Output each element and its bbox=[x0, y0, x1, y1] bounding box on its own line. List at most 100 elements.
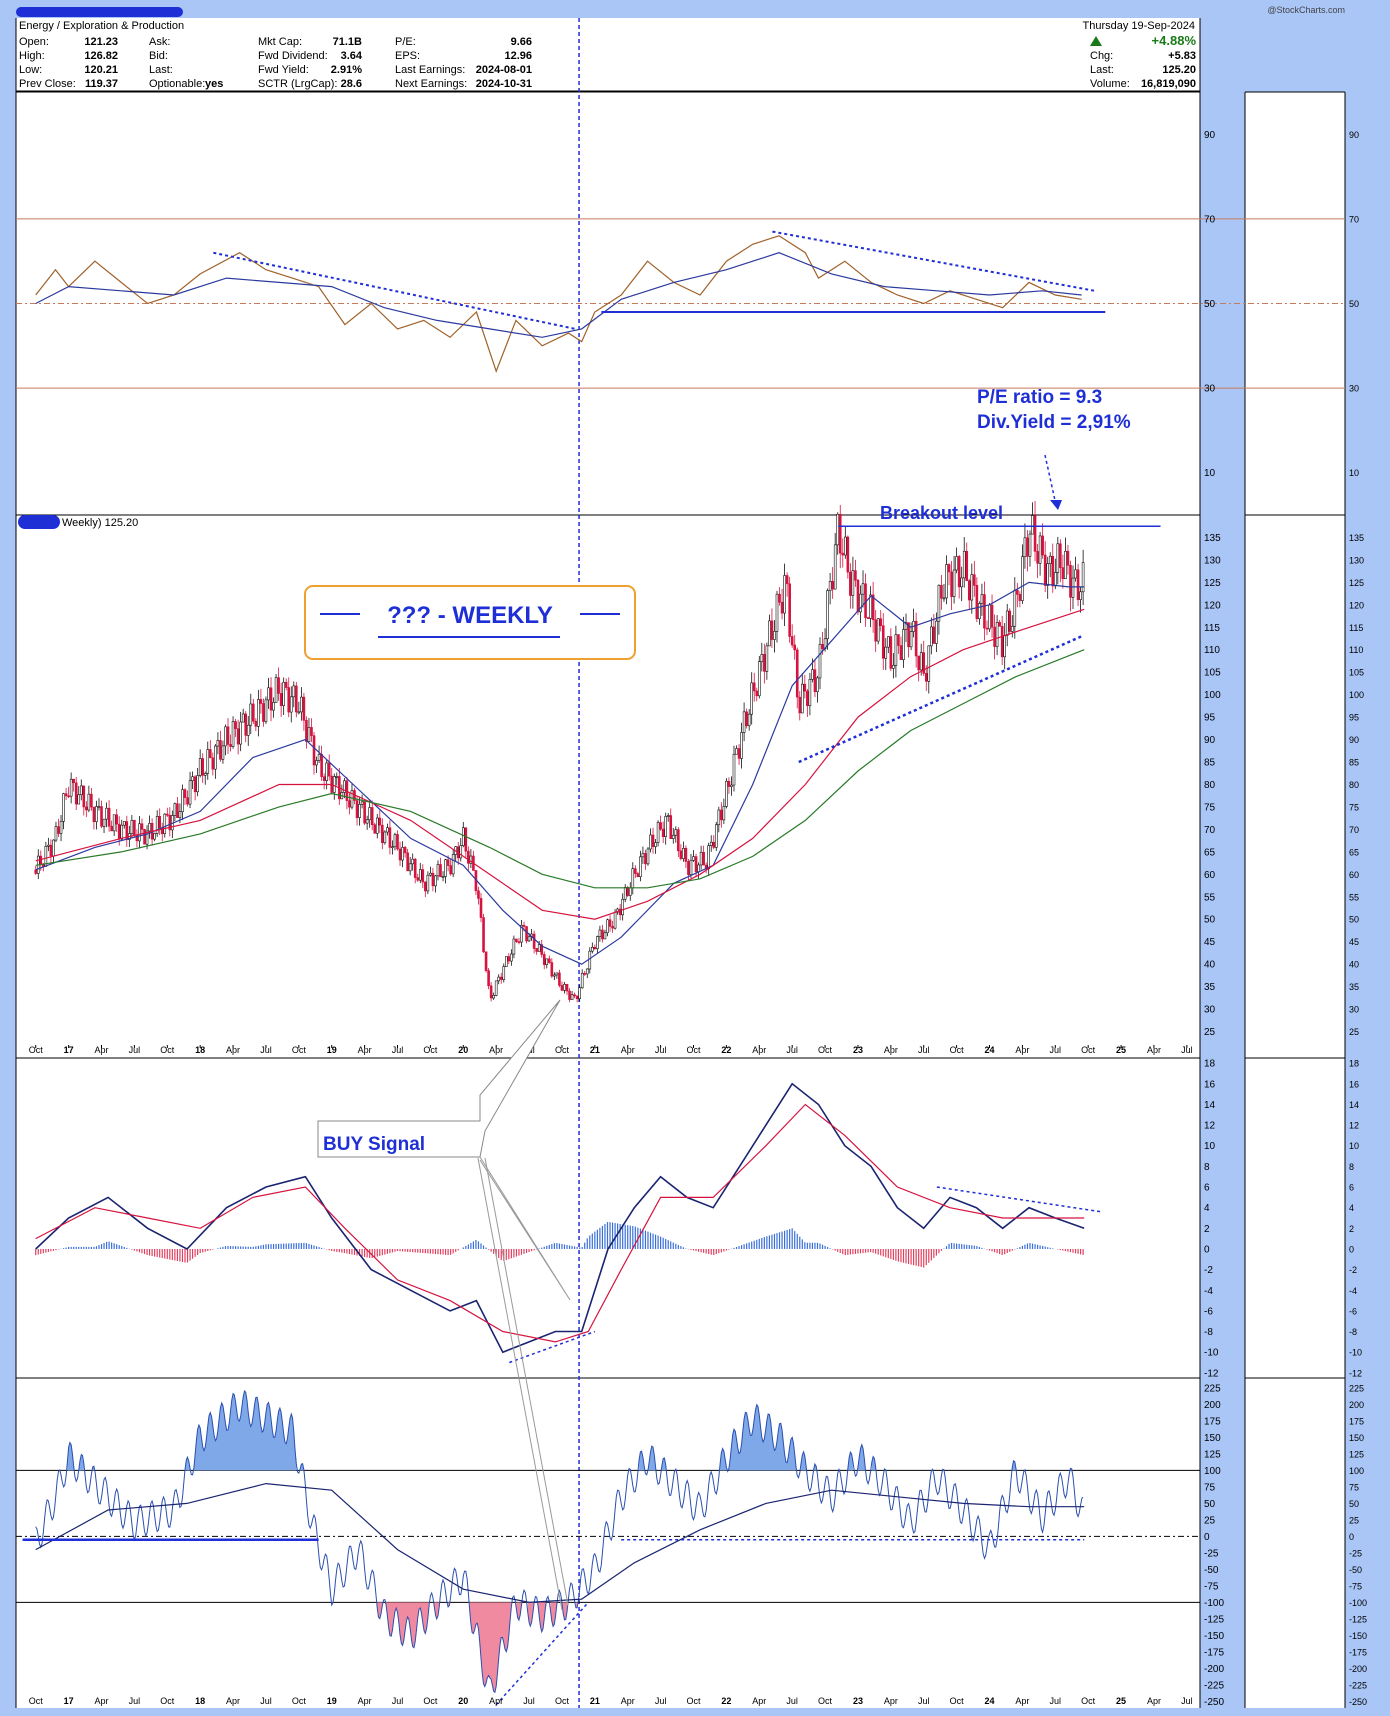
candle-body bbox=[781, 602, 783, 613]
candle-body bbox=[844, 537, 846, 555]
candle-body bbox=[991, 605, 993, 627]
candle-body bbox=[257, 699, 259, 726]
mini-y-tick-label: 60 bbox=[1349, 870, 1359, 880]
candle-body bbox=[935, 621, 937, 643]
candle-body bbox=[558, 973, 560, 986]
candle-body bbox=[703, 852, 705, 865]
candle-body bbox=[144, 829, 146, 844]
candle-body bbox=[308, 727, 310, 741]
symbol-pill bbox=[18, 515, 60, 529]
candle-body bbox=[690, 860, 692, 874]
x-tick-label-bottom: Jul bbox=[129, 1696, 141, 1706]
header-field-value: 121.23 bbox=[84, 36, 118, 48]
x-tick-label-bottom: 18 bbox=[195, 1696, 205, 1706]
candle-body bbox=[445, 860, 447, 877]
candle-body bbox=[753, 683, 755, 691]
header-field-label: SCTR (LrgCap): bbox=[258, 78, 337, 90]
candle-body bbox=[806, 691, 808, 706]
y-tick-label: 14 bbox=[1204, 1100, 1216, 1111]
y-tick-label: 105 bbox=[1204, 668, 1221, 679]
candle-body bbox=[427, 875, 429, 891]
candle-body bbox=[505, 957, 507, 967]
candle-body bbox=[131, 820, 133, 833]
mini-y-tick-label: -50 bbox=[1349, 1565, 1362, 1575]
header-field-value: yes bbox=[205, 78, 223, 90]
candle-body bbox=[359, 804, 361, 817]
candle-body bbox=[293, 686, 295, 697]
candle-body bbox=[718, 810, 720, 825]
x-tick-label-bottom: Oct bbox=[950, 1696, 965, 1706]
candle-body bbox=[1075, 570, 1077, 578]
candle-body bbox=[452, 855, 454, 874]
candle-body bbox=[650, 835, 652, 849]
candle-body bbox=[316, 761, 318, 765]
candle-body bbox=[1034, 516, 1036, 552]
mini-y-tick-label: -8 bbox=[1349, 1327, 1357, 1337]
mini-y-tick-label: 30 bbox=[1349, 384, 1359, 394]
candle-body bbox=[632, 869, 634, 888]
candle-body bbox=[553, 975, 555, 976]
x-tick-label-bottom: Jul bbox=[655, 1696, 667, 1706]
candle-body bbox=[518, 942, 520, 943]
candle-body bbox=[546, 959, 548, 965]
mini-y-tick-label: -6 bbox=[1349, 1306, 1357, 1316]
candle-body bbox=[789, 584, 791, 637]
mini-y-tick-label: 8 bbox=[1349, 1162, 1354, 1172]
candle-body bbox=[900, 646, 902, 660]
x-tick-label-bottom: 19 bbox=[327, 1696, 337, 1706]
candle-body bbox=[500, 977, 502, 979]
candle-body bbox=[743, 712, 745, 733]
y-tick-label: 8 bbox=[1204, 1162, 1210, 1173]
candle-body bbox=[925, 673, 927, 681]
candle-body bbox=[399, 849, 401, 860]
candle-body bbox=[938, 585, 940, 621]
candle-body bbox=[381, 825, 383, 843]
candle-body bbox=[260, 699, 262, 703]
y-tick-label: -175 bbox=[1204, 1647, 1224, 1658]
candle-body bbox=[989, 605, 991, 629]
candle-body bbox=[73, 779, 75, 783]
candle-body bbox=[644, 853, 646, 863]
header-right-label: Volume: bbox=[1090, 78, 1130, 90]
candle-body bbox=[981, 595, 983, 604]
candle-body bbox=[599, 930, 601, 937]
candle-body bbox=[543, 954, 545, 964]
candle-body bbox=[548, 959, 550, 963]
candle-body bbox=[310, 727, 312, 735]
candle-body bbox=[1029, 534, 1031, 556]
y-tick-label: 40 bbox=[1204, 960, 1216, 971]
header-field-label: Mkt Cap: bbox=[258, 36, 302, 48]
candle-body bbox=[1001, 626, 1003, 656]
x-tick-label-bottom: Oct bbox=[818, 1696, 833, 1706]
x-tick-label-bottom: Jul bbox=[523, 1696, 535, 1706]
y-tick-label: 90 bbox=[1204, 735, 1216, 746]
candle-body bbox=[738, 749, 740, 759]
candle-body bbox=[245, 714, 247, 735]
candle-body bbox=[885, 647, 887, 658]
candle-body bbox=[503, 967, 505, 980]
candle-body bbox=[298, 712, 300, 713]
mini-y-tick-label: -4 bbox=[1349, 1286, 1357, 1296]
mini-y-tick-label: 12 bbox=[1349, 1121, 1359, 1131]
candle-body bbox=[290, 697, 292, 712]
candle-body bbox=[242, 714, 244, 722]
y-tick-label: 55 bbox=[1204, 892, 1216, 903]
y-tick-label: 150 bbox=[1204, 1433, 1221, 1444]
candle-body bbox=[60, 821, 62, 833]
candle-body bbox=[968, 581, 970, 600]
y-tick-label: -125 bbox=[1204, 1614, 1224, 1625]
header-field-label: Fwd Dividend: bbox=[258, 50, 328, 62]
candle-body bbox=[624, 887, 626, 899]
candle-body bbox=[857, 580, 859, 612]
y-tick-label: 80 bbox=[1204, 780, 1216, 791]
mini-y-tick-label: 100 bbox=[1349, 690, 1364, 700]
header-right-value: +4.88% bbox=[1152, 33, 1197, 48]
candle-body bbox=[154, 833, 156, 839]
candle-body bbox=[733, 754, 735, 785]
candle-body bbox=[730, 785, 732, 787]
x-tick-label-bottom: Jul bbox=[260, 1696, 272, 1706]
y-tick-label: 115 bbox=[1204, 623, 1220, 634]
mini-y-tick-label: 50 bbox=[1349, 299, 1359, 309]
candle-body bbox=[875, 620, 877, 641]
candle-body bbox=[490, 986, 492, 998]
